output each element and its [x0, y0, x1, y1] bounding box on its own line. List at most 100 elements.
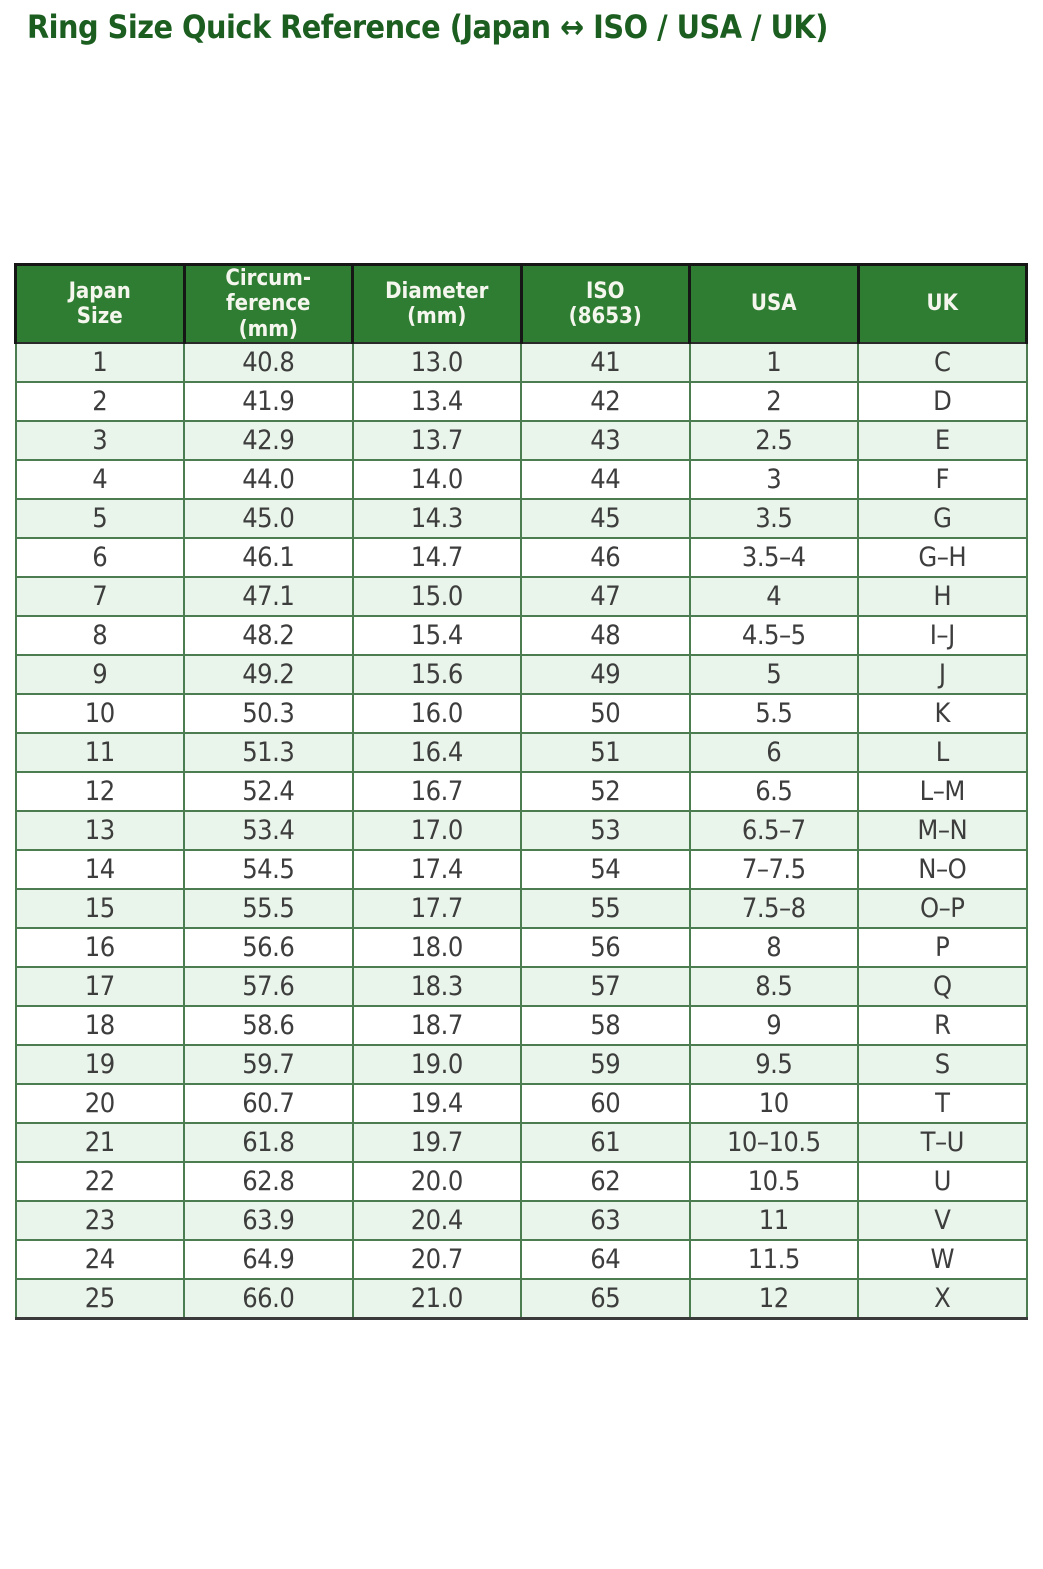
table-cell-circumference-mm: 46.1	[183, 536, 354, 578]
table-cell-usa: 11.5	[688, 1238, 859, 1280]
table-cell-diameter-mm: 19.4	[351, 1082, 522, 1124]
page-title: Ring Size Quick Reference (Japan ↔ ISO /…	[27, 8, 828, 46]
table-cell-uk: H	[857, 575, 1028, 617]
table-header-row: Japan Size Circum- ference (mm) Diameter (…	[14, 262, 1028, 344]
table-cell-japan-size: 5	[14, 497, 185, 539]
table-cell-japan-size: 9	[14, 653, 185, 695]
table-cell-circumference-mm: 61.8	[183, 1121, 354, 1163]
table-cell-usa: 5.5	[688, 692, 859, 734]
table-cell-usa: 3.5–4	[688, 536, 859, 578]
column-header-usa: USA	[688, 262, 860, 344]
table-row: 23 63.9 20.4 63 11 V	[14, 1199, 1028, 1241]
table-cell-iso-8653: 54	[520, 848, 691, 890]
table-cell-usa: 3.5	[688, 497, 859, 539]
table-row: 15 55.5 17.7 55 7.5–8 O–P	[14, 887, 1028, 929]
table-header: Japan Size Circum- ference (mm) Diameter (…	[14, 262, 1028, 344]
table-cell-circumference-mm: 54.5	[183, 848, 354, 890]
table-row: 3 42.9 13.7 43 2.5 E	[14, 419, 1028, 461]
table-row: 21 61.8 19.7 61 10–10.5 T–U	[14, 1121, 1028, 1163]
table-cell-uk: V	[857, 1199, 1028, 1241]
table-cell-iso-8653: 59	[520, 1043, 691, 1085]
table-cell-iso-8653: 65	[520, 1277, 691, 1320]
table-cell-circumference-mm: 62.8	[183, 1160, 354, 1202]
table-cell-uk: W	[857, 1238, 1028, 1280]
table-cell-usa: 4	[688, 575, 859, 617]
table-cell-uk: P	[857, 926, 1028, 968]
table-row: 9 49.2 15.6 49 5 J	[14, 653, 1028, 695]
table-cell-diameter-mm: 17.7	[351, 887, 522, 929]
table-cell-circumference-mm: 45.0	[183, 497, 354, 539]
table-cell-usa: 1	[688, 341, 859, 383]
table-cell-usa: 7–7.5	[688, 848, 859, 890]
table-cell-iso-8653: 55	[520, 887, 691, 929]
table-cell-usa: 5	[688, 653, 859, 695]
table-cell-diameter-mm: 20.0	[351, 1160, 522, 1202]
table-cell-diameter-mm: 15.6	[351, 653, 522, 695]
table-cell-japan-size: 4	[14, 458, 185, 500]
table-cell-diameter-mm: 17.4	[351, 848, 522, 890]
table-row: 20 60.7 19.4 60 10 T	[14, 1082, 1028, 1124]
table-cell-circumference-mm: 49.2	[183, 653, 354, 695]
table-cell-circumference-mm: 56.6	[183, 926, 354, 968]
table-cell-uk: R	[857, 1004, 1028, 1046]
table-cell-diameter-mm: 19.7	[351, 1121, 522, 1163]
table-row: 16 56.6 18.0 56 8 P	[14, 926, 1028, 968]
table-cell-diameter-mm: 17.0	[351, 809, 522, 851]
table-cell-usa: 6.5	[688, 770, 859, 812]
table-cell-iso-8653: 60	[520, 1082, 691, 1124]
table-cell-uk: E	[857, 419, 1028, 461]
column-header-iso-8653: ISO (8653)	[519, 262, 691, 344]
table-cell-circumference-mm: 66.0	[183, 1277, 354, 1320]
table-cell-usa: 10	[688, 1082, 859, 1124]
column-header-uk: UK	[856, 262, 1028, 344]
table-cell-diameter-mm: 18.3	[351, 965, 522, 1007]
table-cell-circumference-mm: 51.3	[183, 731, 354, 773]
table-cell-iso-8653: 51	[520, 731, 691, 773]
table-cell-iso-8653: 44	[520, 458, 691, 500]
table-row: 11 51.3 16.4 51 6 L	[14, 731, 1028, 773]
table-cell-iso-8653: 52	[520, 770, 691, 812]
table-cell-japan-size: 11	[14, 731, 185, 773]
table-cell-uk: U	[857, 1160, 1028, 1202]
table-cell-diameter-mm: 15.4	[351, 614, 522, 656]
table-cell-diameter-mm: 21.0	[351, 1277, 522, 1320]
table-cell-uk: X	[857, 1277, 1028, 1320]
table-row: 25 66.0 21.0 65 12 X	[14, 1277, 1028, 1320]
table-cell-japan-size: 24	[14, 1238, 185, 1280]
table-row: 2 41.9 13.4 42 2 D	[14, 380, 1028, 422]
table-cell-japan-size: 19	[14, 1043, 185, 1085]
table-cell-usa: 10.5	[688, 1160, 859, 1202]
table-cell-usa: 10–10.5	[688, 1121, 859, 1163]
table-cell-usa: 4.5–5	[688, 614, 859, 656]
table-cell-uk: I–J	[857, 614, 1028, 656]
table-cell-diameter-mm: 20.7	[351, 1238, 522, 1280]
table-cell-diameter-mm: 20.4	[351, 1199, 522, 1241]
table-row: 19 59.7 19.0 59 9.5 S	[14, 1043, 1028, 1085]
table-cell-circumference-mm: 41.9	[183, 380, 354, 422]
table-cell-circumference-mm: 55.5	[183, 887, 354, 929]
table-cell-circumference-mm: 44.0	[183, 458, 354, 500]
table-cell-diameter-mm: 15.0	[351, 575, 522, 617]
table-cell-iso-8653: 48	[520, 614, 691, 656]
table-cell-iso-8653: 49	[520, 653, 691, 695]
table-cell-japan-size: 7	[14, 575, 185, 617]
table-cell-japan-size: 2	[14, 380, 185, 422]
table-cell-japan-size: 16	[14, 926, 185, 968]
table-cell-japan-size: 21	[14, 1121, 185, 1163]
table-cell-iso-8653: 56	[520, 926, 691, 968]
table-cell-iso-8653: 50	[520, 692, 691, 734]
table-cell-circumference-mm: 64.9	[183, 1238, 354, 1280]
table-cell-japan-size: 15	[14, 887, 185, 929]
table-cell-usa: 6.5–7	[688, 809, 859, 851]
table-cell-usa: 11	[688, 1199, 859, 1241]
table-row: 17 57.6 18.3 57 8.5 Q	[14, 965, 1028, 1007]
table-cell-circumference-mm: 60.7	[183, 1082, 354, 1124]
table-cell-japan-size: 22	[14, 1160, 185, 1202]
table-body: 1 40.8 13.0 41 1 C 2 41.9 13.4 42 2 D 3 42.9 13.7 43 2.5…	[14, 341, 1028, 1320]
table-cell-circumference-mm: 53.4	[183, 809, 354, 851]
table-cell-circumference-mm: 63.9	[183, 1199, 354, 1241]
table-cell-usa: 8	[688, 926, 859, 968]
table-row: 1 40.8 13.0 41 1 C	[14, 341, 1028, 383]
table-cell-japan-size: 3	[14, 419, 185, 461]
table-cell-iso-8653: 63	[520, 1199, 691, 1241]
